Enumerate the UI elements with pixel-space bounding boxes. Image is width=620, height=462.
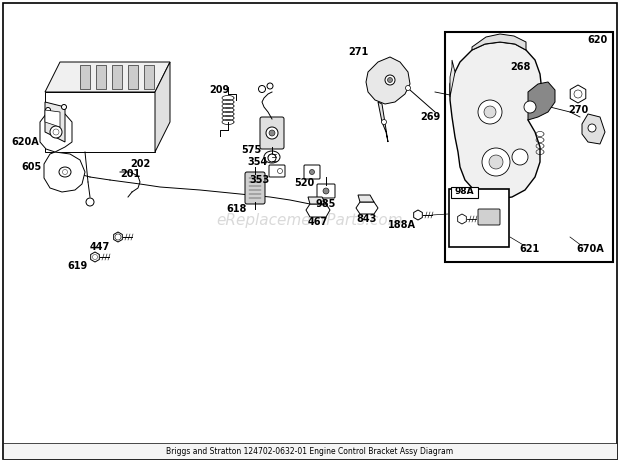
Ellipse shape [385,75,395,85]
Ellipse shape [512,149,528,165]
Polygon shape [45,110,60,127]
Polygon shape [80,65,90,89]
Ellipse shape [524,101,536,113]
Polygon shape [308,197,326,204]
Text: 575: 575 [241,145,261,155]
Ellipse shape [588,124,596,132]
Polygon shape [45,92,155,152]
Ellipse shape [264,151,280,163]
Bar [3,443,617,459]
Text: 188A: 188A [388,220,416,230]
Text: 620A: 620A [11,137,39,147]
FancyBboxPatch shape [317,184,335,198]
Polygon shape [450,60,455,97]
Polygon shape [366,57,410,104]
FancyBboxPatch shape [478,209,500,225]
Polygon shape [45,62,170,92]
Polygon shape [528,82,555,120]
Text: 268: 268 [510,62,530,72]
Text: 202: 202 [130,159,150,169]
Ellipse shape [574,90,582,98]
Ellipse shape [115,234,121,240]
Bar [449,189,509,247]
Text: 520: 520 [294,178,314,188]
FancyBboxPatch shape [451,187,477,197]
Text: 354: 354 [248,157,268,167]
Polygon shape [378,102,388,142]
Text: 605: 605 [22,162,42,172]
Text: 621: 621 [520,244,540,254]
Ellipse shape [482,148,510,176]
Ellipse shape [478,100,502,124]
Text: 269: 269 [420,112,440,122]
Ellipse shape [61,104,66,109]
Polygon shape [582,114,605,144]
Polygon shape [40,112,72,152]
Polygon shape [358,195,374,202]
Ellipse shape [484,106,496,118]
Ellipse shape [59,167,71,177]
Text: 618: 618 [227,204,247,214]
Ellipse shape [50,126,62,138]
FancyBboxPatch shape [245,172,265,204]
Ellipse shape [266,127,278,139]
Ellipse shape [388,78,392,83]
Polygon shape [128,65,138,89]
Ellipse shape [63,170,68,175]
Ellipse shape [268,154,276,160]
Text: Briggs and Stratton 124702-0632-01 Engine Control Bracket Assy Diagram: Briggs and Stratton 124702-0632-01 Engin… [166,446,454,456]
Ellipse shape [278,169,283,174]
FancyBboxPatch shape [304,165,320,179]
Ellipse shape [259,85,265,92]
Text: 467: 467 [308,217,328,227]
Text: 209: 209 [209,85,229,95]
Ellipse shape [92,255,97,260]
Ellipse shape [53,129,59,135]
Ellipse shape [268,154,276,162]
Polygon shape [112,65,122,89]
Ellipse shape [489,155,503,169]
Polygon shape [44,152,85,192]
Text: eReplacementParts.com: eReplacementParts.com [216,213,404,229]
Ellipse shape [381,120,386,124]
Text: 447: 447 [90,242,110,252]
Polygon shape [472,34,526,50]
Text: 670A: 670A [576,244,604,254]
FancyBboxPatch shape [269,165,285,177]
Text: 271: 271 [348,47,368,57]
Ellipse shape [67,157,77,167]
Text: 843: 843 [357,214,377,224]
Text: 201: 201 [120,169,140,179]
Polygon shape [155,62,170,152]
Ellipse shape [309,170,314,175]
Ellipse shape [323,188,329,194]
Ellipse shape [86,198,94,206]
Ellipse shape [405,85,410,91]
Ellipse shape [269,130,275,136]
Text: 619: 619 [68,261,88,271]
Polygon shape [356,202,378,214]
Text: 270: 270 [568,105,588,115]
Polygon shape [144,65,154,89]
Ellipse shape [267,83,273,89]
Bar [445,32,613,262]
Polygon shape [450,42,542,199]
FancyBboxPatch shape [260,117,284,149]
Text: 353: 353 [249,175,269,185]
Polygon shape [96,65,106,89]
Polygon shape [45,102,65,142]
Text: 985: 985 [316,199,336,209]
Text: 620: 620 [588,35,608,45]
Text: 98A: 98A [454,188,474,196]
Ellipse shape [45,108,50,113]
Polygon shape [306,204,330,217]
